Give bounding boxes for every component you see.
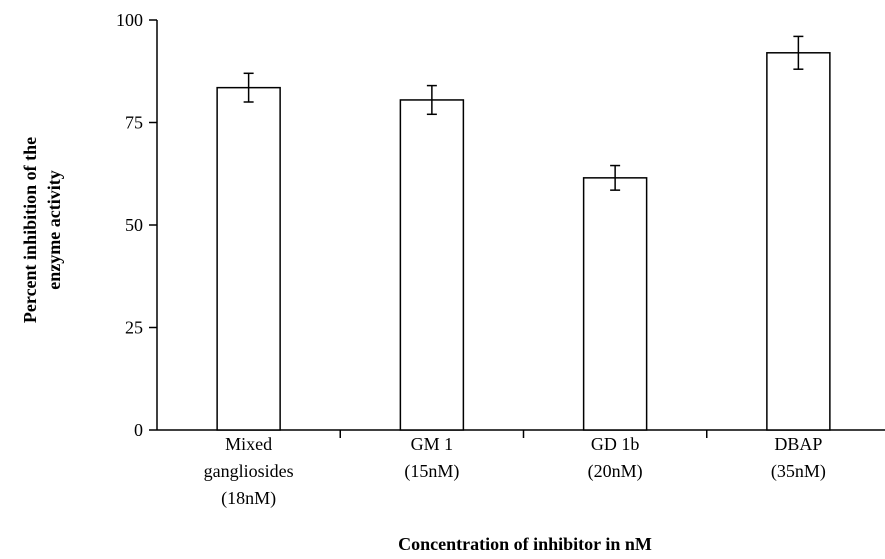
bars (216, 35, 831, 431)
y-axis-title-line-1: Percent inhibition of the (20, 137, 40, 323)
y-tick-label: 75 (125, 113, 143, 133)
bar (766, 52, 831, 431)
x-category-label: Mixed gangliosides (18nM) (204, 434, 294, 509)
y-tick-label: 25 (125, 318, 143, 338)
y-axis: 0 25 50 75 100 (116, 10, 158, 440)
x-category-label: DBAP (35nM) (771, 434, 826, 482)
x-category-label: GD 1b (20nM) (588, 434, 643, 482)
x-axis: Mixed gangliosides (18nM) GM 1 (15nM) GD 1b (2… (157, 429, 885, 509)
bar (399, 99, 465, 431)
x-axis-title: Concentration of inhibitor in nM (398, 534, 652, 554)
y-axis-title-line-2: enzyme activity (44, 170, 64, 289)
bar (216, 86, 281, 431)
y-tick-label: 100 (116, 10, 143, 30)
bar (582, 177, 648, 431)
y-tick-label: 50 (125, 215, 143, 235)
y-tick-label: 0 (134, 420, 143, 440)
x-category-label: GM 1 (15nM) (404, 434, 459, 482)
